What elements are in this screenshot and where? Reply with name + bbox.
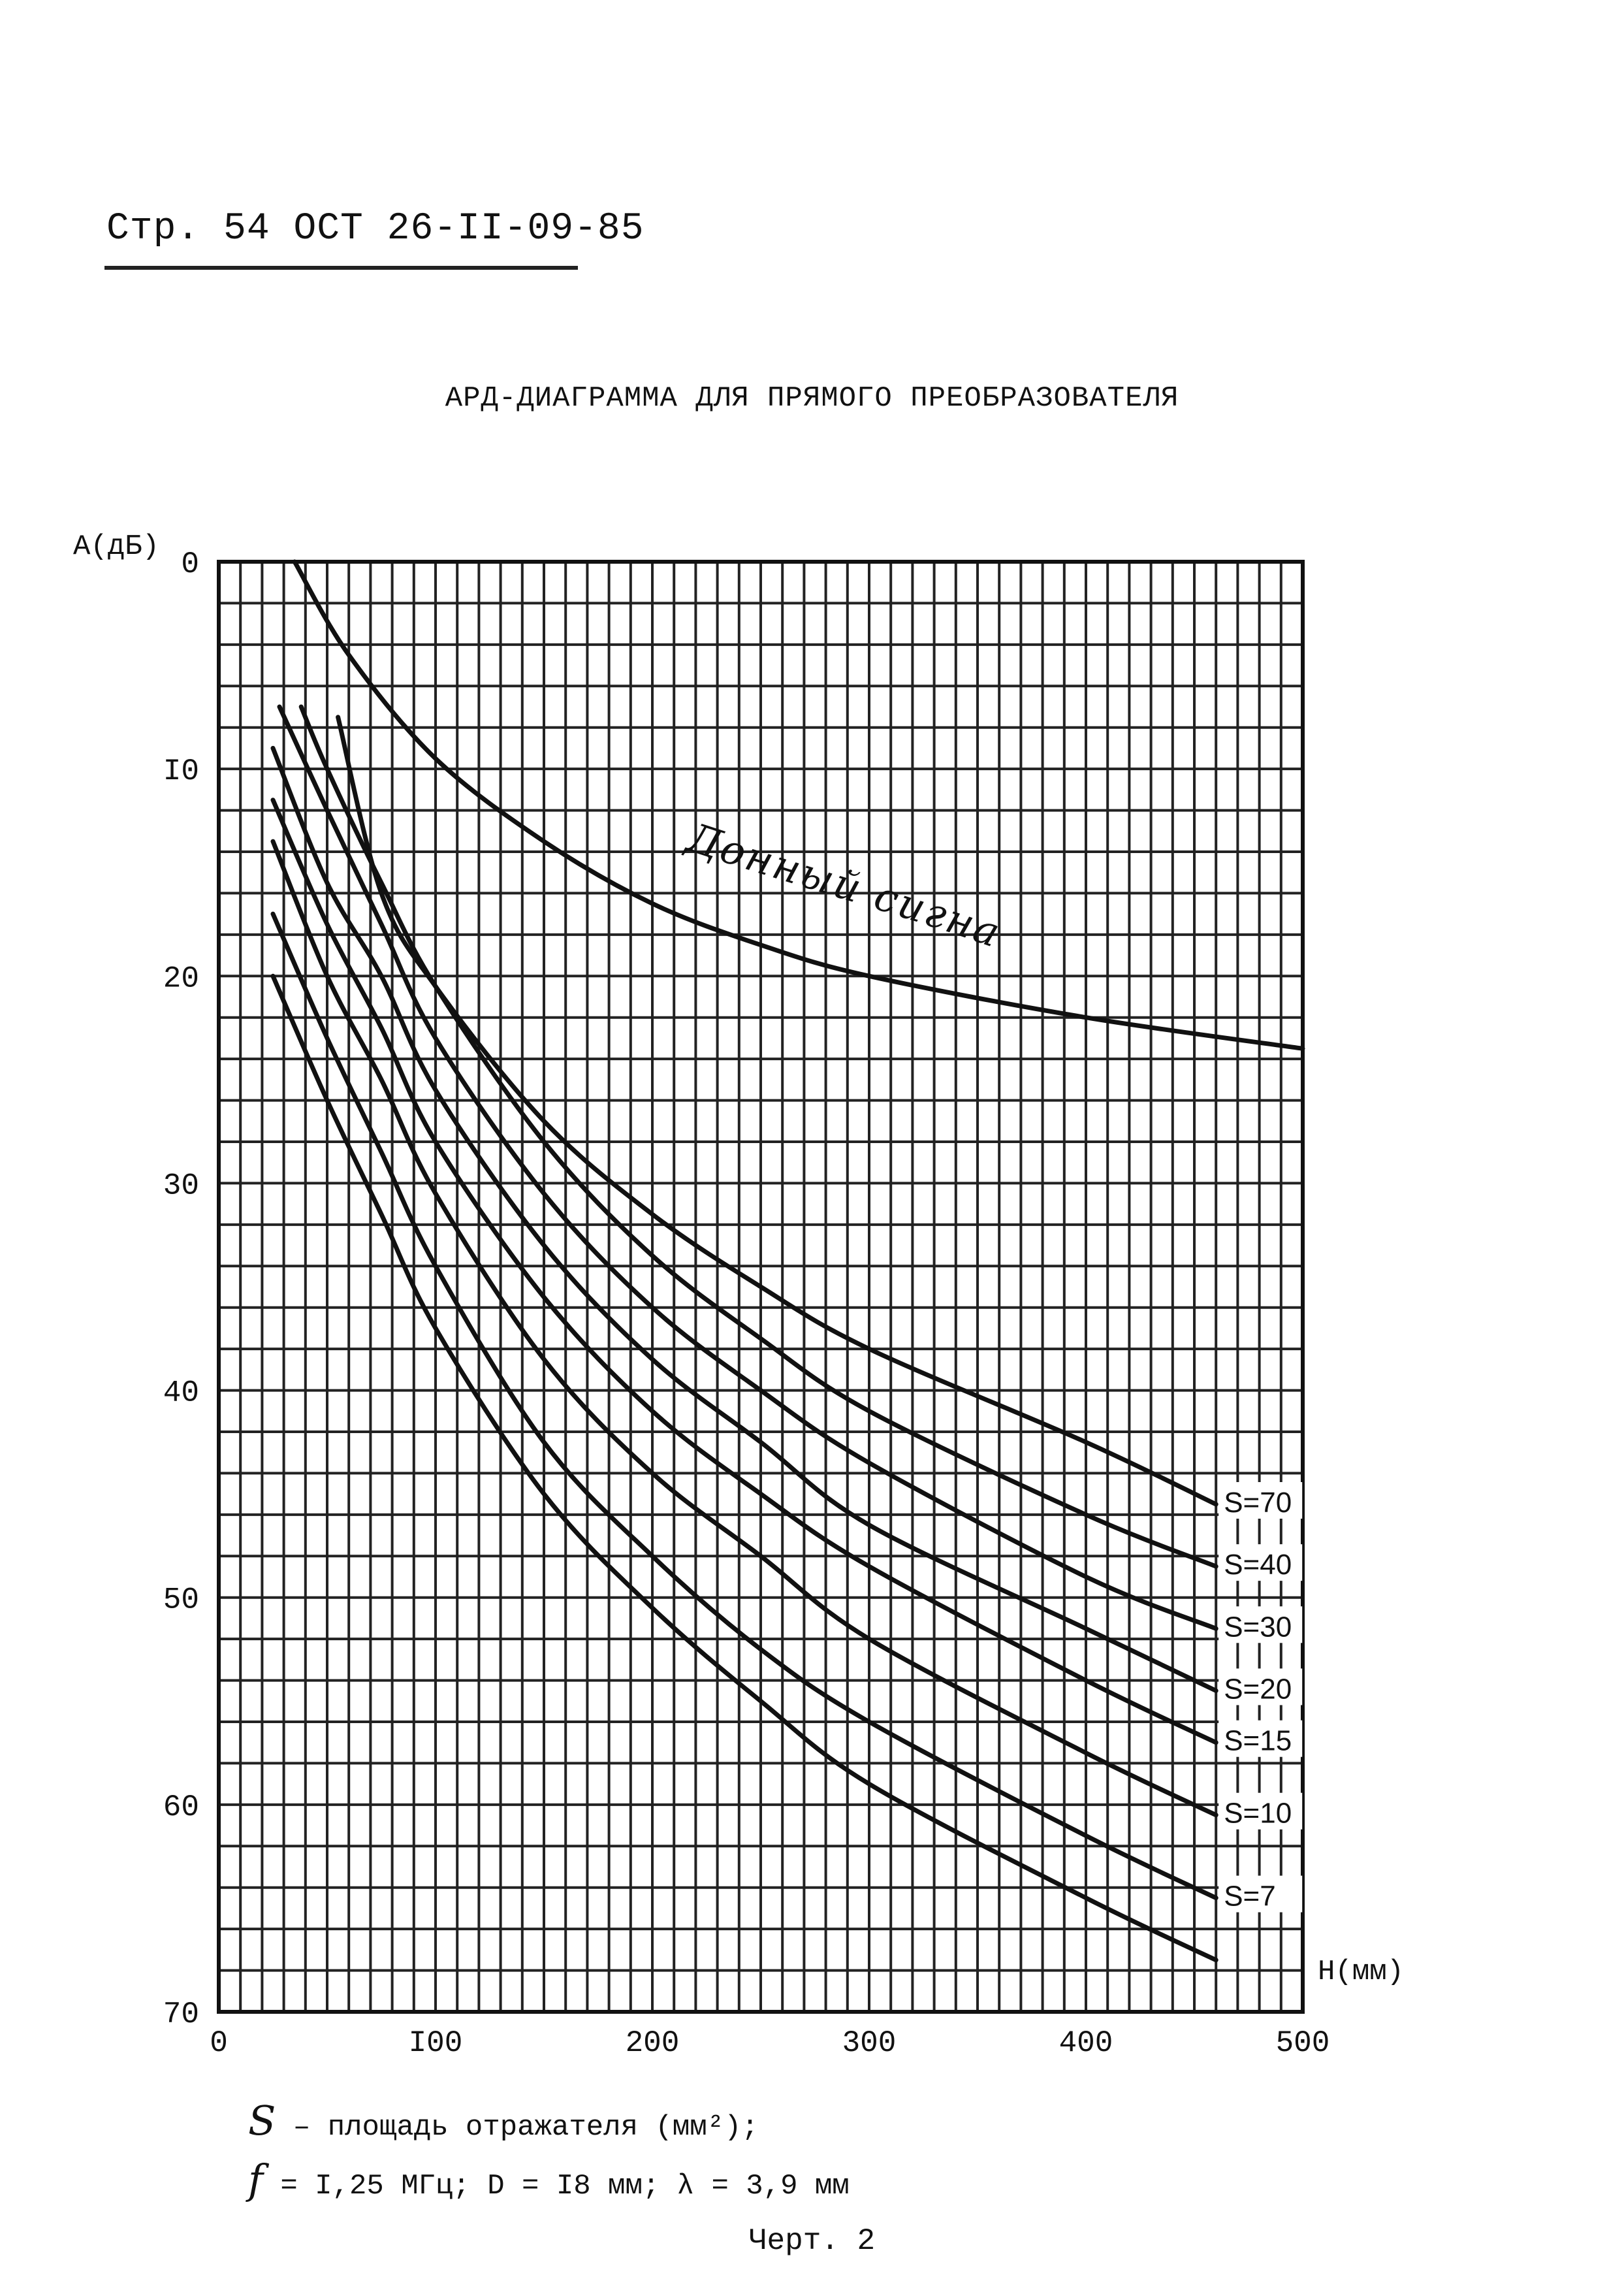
s-label: S=7 — [1224, 1881, 1276, 1913]
note-reflector-area: S – площадь отражателя (мм²); — [248, 2097, 759, 2144]
s-labels: S=70 S=40 S=30 S=20 S=15 S=10 S=7 — [1218, 1482, 1303, 1913]
note-s-symbol: S — [248, 2097, 276, 2144]
curve-s-7 — [270, 911, 1218, 1901]
note-f-symbol: f — [248, 2156, 263, 2203]
s-label: S=30 — [1224, 1611, 1292, 1643]
curve-unlabeled-8 — [270, 973, 1218, 1963]
s-label-background — [1218, 1875, 1303, 1913]
s-label-background — [1218, 1720, 1303, 1757]
x-tick-label: 300 — [842, 2026, 897, 2060]
y-tick-label: 40 — [163, 1376, 199, 1410]
note-params-text: = I,25 МГц; D = I8 мм; λ = 3,9 мм — [263, 2170, 850, 2203]
page-header: Стр. 54 ОСТ 26-II-09-85 — [106, 208, 645, 250]
s-label-background — [1218, 1792, 1303, 1830]
y-axis-label: А(дБ) — [73, 530, 159, 563]
curve-донный-сигнал — [292, 559, 1305, 1051]
s-label-background — [1218, 1544, 1303, 1581]
x-tick-label: 400 — [1059, 2026, 1113, 2060]
curve-s-30 — [277, 704, 1218, 1631]
curve-s-20 — [270, 745, 1218, 1693]
s-label: S=20 — [1224, 1673, 1292, 1705]
x-tick-label: 500 — [1276, 2026, 1330, 2060]
plot-frame — [217, 560, 1305, 2014]
note-parameters: f = I,25 МГц; D = I8 мм; λ = 3,9 мм — [248, 2156, 850, 2203]
y-tick-label: 30 — [163, 1169, 199, 1203]
s-label-background — [1218, 1482, 1303, 1519]
figure-caption: Черт. 2 — [748, 2224, 876, 2258]
x-tick-label: I00 — [409, 2026, 463, 2060]
curve-s-10 — [270, 839, 1218, 1818]
x-axis-label: Н(мм) — [1318, 1956, 1404, 1988]
x-tick-label: 0 — [210, 2026, 228, 2060]
y-tick-label: I0 — [163, 754, 199, 788]
y-tick-label: 70 — [163, 1997, 199, 2031]
s-label-background — [1218, 1606, 1303, 1643]
curve-s-70 — [336, 715, 1218, 1507]
tick-labels: 0 I0 20 30 40 50 60 70 0 I00 200 300 400 500 — [163, 547, 1330, 2060]
y-tick-label: 60 — [163, 1790, 199, 1824]
s-label: S=10 — [1224, 1798, 1292, 1830]
s-label: S=40 — [1224, 1549, 1292, 1581]
curve-s-40 — [298, 704, 1218, 1569]
x-tick-label: 200 — [626, 2026, 680, 2060]
s-label-background — [1218, 1668, 1303, 1705]
s-label: S=70 — [1224, 1487, 1292, 1519]
chart-grid — [217, 560, 1305, 2014]
y-tick-label: 20 — [163, 961, 199, 995]
curve-s-15 — [270, 798, 1218, 1745]
chart-curves — [270, 559, 1305, 1963]
y-tick-label: 50 — [163, 1583, 199, 1617]
header-underline — [104, 266, 578, 270]
chart-axes: А(дБ) Н(мм) — [73, 530, 1404, 1988]
chart-title: АРД-ДИАГРАММА ДЛЯ ПРЯМОГО ПРЕОБРАЗОВАТЕЛ… — [445, 382, 1179, 415]
y-tick-label: 0 — [181, 547, 199, 581]
s-label: S=15 — [1224, 1725, 1292, 1757]
note-s-text: – площадь отражателя (мм²); — [276, 2111, 759, 2144]
